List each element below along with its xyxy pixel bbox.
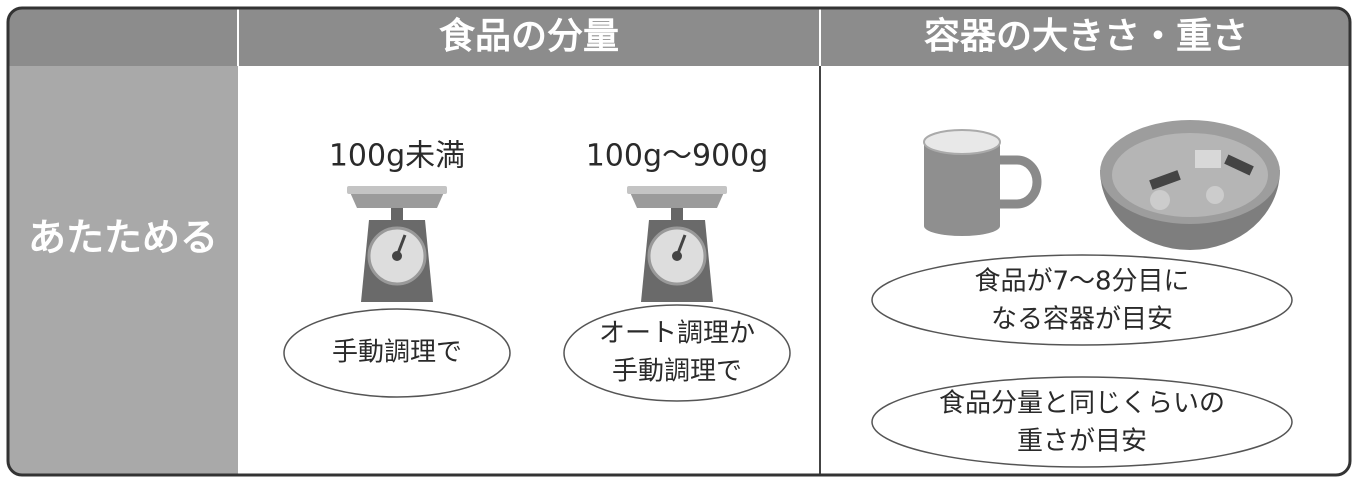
weight-label: 100g未満 <box>329 139 465 174</box>
note-text: 食品分量と同じくらいの <box>939 389 1225 419</box>
bowl-icon <box>1100 120 1280 250</box>
note-text: なる容器が目安 <box>991 305 1173 335</box>
note-text: 手動調理で <box>612 357 742 387</box>
mug-icon <box>923 129 1042 236</box>
note-text: 食品が7〜8分目に <box>974 267 1189 297</box>
row-header-cell <box>8 66 238 475</box>
note-text: 手動調理で <box>332 338 462 368</box>
note-bubble <box>563 304 791 402</box>
note-text: 重さが目安 <box>1017 427 1147 457</box>
table-border <box>6 6 1352 477</box>
weight-label: 100g〜900g <box>586 139 769 174</box>
header-cell: 食品の分量 <box>439 16 619 57</box>
header-cell: 容器の大きさ・重さ <box>924 16 1248 57</box>
note-bubble <box>283 308 511 398</box>
row-label: あたためる <box>28 216 218 260</box>
note-text: オート調理か <box>599 319 755 349</box>
note-bubble <box>871 376 1293 468</box>
note-bubble <box>871 254 1293 346</box>
header-row <box>8 8 1350 66</box>
